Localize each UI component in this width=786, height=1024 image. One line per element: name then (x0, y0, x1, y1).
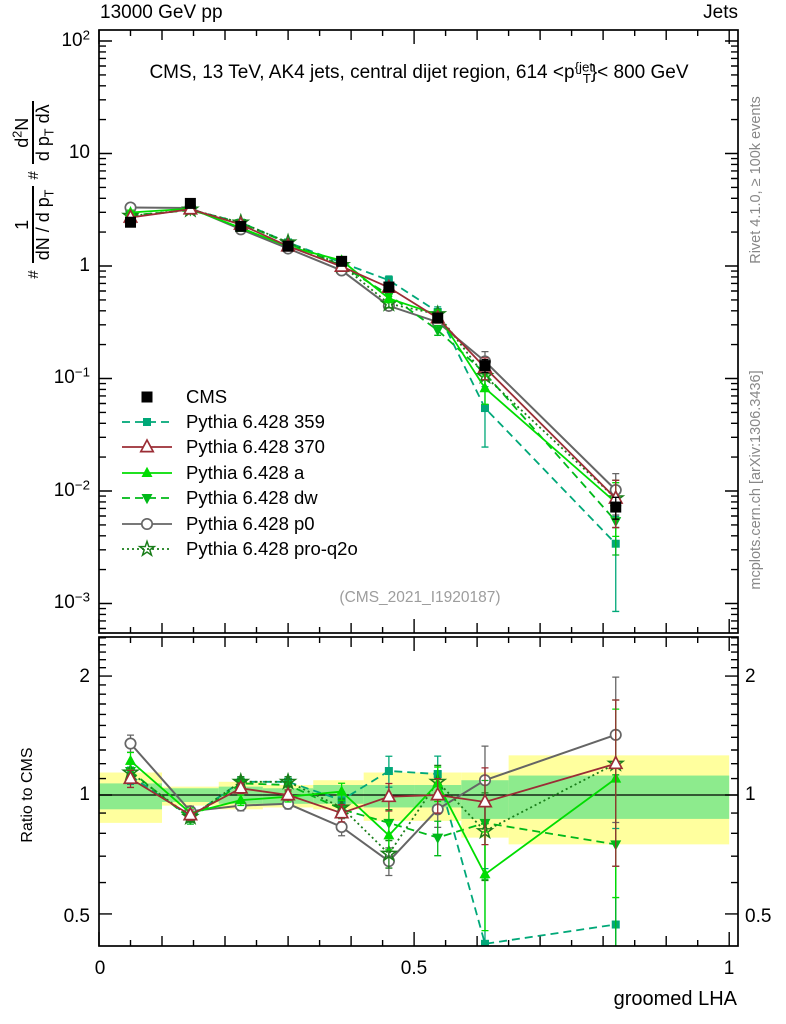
xtick-0: 0 (94, 958, 106, 979)
x-axis-title: groomed LHA (613, 988, 737, 1010)
legend-item-pdw: Pythia 6.428 dw (120, 486, 358, 511)
ratio-ytick-05-right: 0.5 (745, 906, 772, 927)
ratio-ytick-05-left: 0.5 (63, 906, 90, 927)
ratio-ytick-1-right: 1 (745, 784, 756, 805)
main-panel-frame (98, 29, 739, 634)
legend-item-pp0: Pythia 6.428 p0 (120, 511, 358, 536)
legend-label-pq2o: Pythia 6.428 pro-q2o (186, 538, 358, 560)
ratio-ytick-1-left: 1 (79, 784, 90, 805)
main-y-axis-title: # 1 dN / d pT # d2N d pT dλ (6, 50, 60, 330)
ratio-uncertainty-bands (99, 755, 730, 845)
legend-marker-pdw (122, 494, 172, 505)
main-ytick-1: 1 (79, 255, 90, 276)
plot-title: CMS, 13 TeV, AK4 jets, central dijet reg… (149, 59, 689, 86)
legend-item-p370: Pythia 6.428 370 (120, 435, 358, 460)
legend-label-p359: Pythia 6.428 359 (186, 411, 325, 433)
main-ytick-1e-1: 10−1 (53, 364, 90, 388)
fraction-1: 1 dN / d pT (11, 186, 56, 264)
legend-marker-p359 (122, 418, 172, 427)
legend-marker-pa (122, 466, 172, 477)
legend-label-pp0: Pythia 6.428 p0 (186, 512, 315, 534)
main-ytick-1e-2: 10−2 (53, 477, 90, 501)
legend-label-cms: CMS (186, 385, 228, 407)
legend: CMS Pythia 6.428 359 Pythia 6.428 370 Pythi… (120, 384, 358, 562)
beam-energy-label: 13000 GeV pp (100, 2, 223, 23)
hash-symbol: # (24, 171, 42, 180)
legend-item-p359: Pythia 6.428 359 (120, 409, 358, 434)
ratio-ytick-2-right: 2 (745, 666, 756, 687)
analysis-id-watermark: (CMS_2021_I1920187) (339, 589, 501, 606)
analysis-group-label: Jets (703, 2, 738, 23)
mcplots-source-note: mcplots.cern.ch [arXiv:1306.3436] (748, 370, 764, 590)
ratio-ytick-2-left: 2 (79, 666, 90, 687)
ratio-panel-frame (98, 636, 739, 947)
main-ytick-1e1: 10 (68, 142, 90, 163)
rivet-version-note: Rivet 4.1.0, ≥ 100k events (748, 96, 764, 264)
legend-marker-p370 (122, 438, 172, 453)
legend-item-pq2o: Pythia 6.428 pro-q2o (120, 536, 358, 561)
band-green-bin9 (508, 775, 730, 819)
fraction-1-numerator: 1 (11, 219, 32, 230)
main-series-cms (125, 197, 622, 520)
legend-marker-pp0 (122, 517, 172, 530)
ratio-y-axis-title: Ratio to CMS (19, 747, 36, 843)
legend-marker-pq2o (122, 539, 172, 558)
xtick-05: 0.5 (400, 958, 428, 979)
main-ytick-1e2: 102 (61, 27, 90, 51)
legend-label-pdw: Pythia 6.428 dw (186, 487, 318, 509)
legend-marker-cms (141, 391, 153, 403)
fraction-1-denominator: dN / d pT (32, 186, 56, 264)
main-ytick-1e-3: 10−3 (53, 589, 90, 613)
legend-label-p370: Pythia 6.428 370 (186, 436, 325, 458)
legend-item-pa: Pythia 6.428 a (120, 460, 358, 485)
legend-item-cms: CMS (120, 384, 358, 409)
ratio-series-p370 (122, 699, 624, 867)
xtick-1: 1 (723, 958, 735, 979)
legend-label-pa: Pythia 6.428 a (186, 461, 305, 483)
